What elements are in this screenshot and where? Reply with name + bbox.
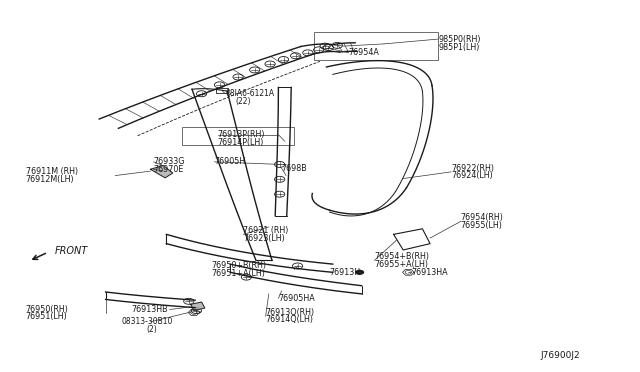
Text: 08313-30B10: 08313-30B10 [122, 317, 173, 326]
Text: 76914Q(LH): 76914Q(LH) [266, 315, 314, 324]
Text: 76970E: 76970E [154, 165, 184, 174]
Text: 76950+B(RH): 76950+B(RH) [211, 262, 266, 270]
Polygon shape [191, 302, 205, 311]
Text: J76900J2: J76900J2 [541, 351, 580, 360]
Text: 76921 (RH): 76921 (RH) [243, 226, 289, 235]
Text: (22): (22) [236, 97, 251, 106]
Text: 76913HB: 76913HB [131, 305, 168, 314]
Text: 985P0(RH): 985P0(RH) [438, 35, 481, 44]
Text: 76951(LH): 76951(LH) [26, 312, 67, 321]
Text: FRONT: FRONT [54, 246, 88, 256]
Text: 76951+A(LH): 76951+A(LH) [211, 269, 265, 278]
Bar [216, 89, 228, 93]
Text: 76933G: 76933G [154, 157, 185, 166]
Text: 76955(LH): 76955(LH) [461, 221, 502, 230]
Bar [314, 32, 438, 60]
Text: 08IA6-6121A: 08IA6-6121A [225, 89, 275, 98]
Text: 76905H: 76905H [214, 157, 246, 166]
Text: 76913H: 76913H [330, 268, 361, 277]
Text: (2): (2) [146, 325, 157, 334]
Text: 76913P(RH): 76913P(RH) [218, 130, 265, 139]
Text: 76954A: 76954A [349, 48, 380, 57]
Text: 76924(LH): 76924(LH) [451, 171, 493, 180]
Text: 76950(RH): 76950(RH) [26, 305, 68, 314]
Text: 76914P(LH): 76914P(LH) [218, 138, 264, 147]
Text: 76923(LH): 76923(LH) [243, 234, 285, 243]
Text: 76955+A(LH): 76955+A(LH) [374, 260, 428, 269]
Bar [182, 127, 294, 145]
Text: 76954+B(RH): 76954+B(RH) [374, 252, 429, 261]
Text: 76913Q(RH): 76913Q(RH) [266, 308, 315, 317]
Text: 76905HA: 76905HA [278, 294, 315, 303]
Text: 76922(RH): 76922(RH) [451, 164, 494, 173]
Text: 76913HA: 76913HA [411, 268, 447, 277]
Text: 76911M (RH): 76911M (RH) [26, 167, 77, 176]
Text: 985P1(LH): 985P1(LH) [438, 43, 480, 52]
Polygon shape [150, 166, 173, 178]
Text: 76954(RH): 76954(RH) [461, 213, 504, 222]
Text: 7698B: 7698B [282, 164, 307, 173]
Circle shape [355, 270, 364, 275]
Text: 76912M(LH): 76912M(LH) [26, 175, 74, 184]
